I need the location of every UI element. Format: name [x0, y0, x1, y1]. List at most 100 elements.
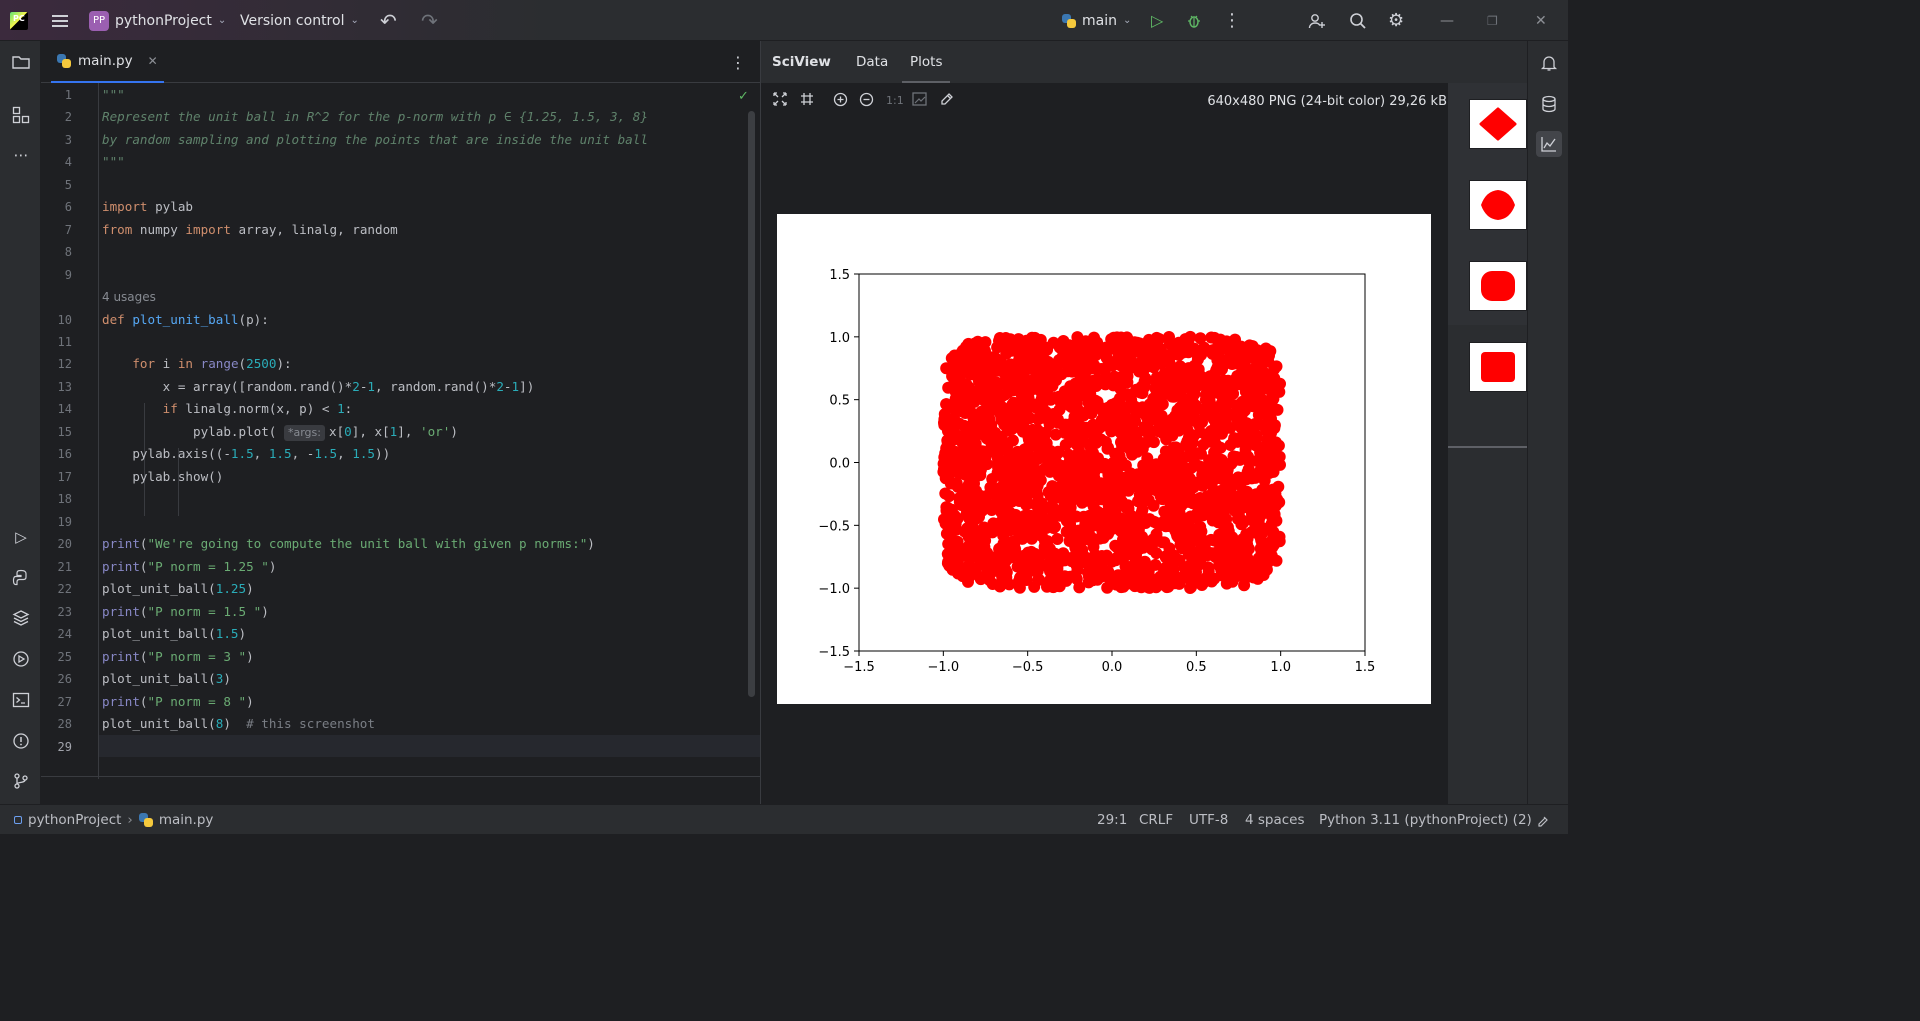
scatter-point: [1203, 370, 1216, 383]
python-console-icon[interactable]: [10, 567, 32, 589]
tab-main-py[interactable]: main.py ✕: [51, 41, 164, 83]
code-line-2: Represent the unit ball in R^2 for the p…: [102, 109, 648, 124]
window-minimize-icon[interactable]: —: [1440, 12, 1454, 29]
chevron-right-icon: ›: [127, 812, 133, 828]
line-number: 25: [57, 650, 72, 664]
no-problems-check-icon[interactable]: ✓: [738, 89, 749, 104]
scatter-point: [1011, 560, 1024, 573]
scatter-point: [1041, 391, 1054, 404]
y-tick-label: −0.5: [818, 519, 850, 534]
scatter-point: [1093, 344, 1106, 357]
scatter-point: [1193, 419, 1206, 432]
code-area[interactable]: """ Represent the unit ball in R^2 for t…: [102, 83, 742, 779]
scatter-point: [1159, 453, 1172, 466]
git-icon[interactable]: [10, 770, 32, 792]
settings-gear-icon[interactable]: ⚙: [1388, 10, 1405, 31]
scatter-point: [1015, 532, 1028, 545]
run-icon[interactable]: ▷: [1151, 11, 1164, 30]
line-separator[interactable]: CRLF: [1139, 812, 1174, 828]
problems-icon[interactable]: [10, 730, 32, 752]
undo-icon[interactable]: ↶: [380, 8, 397, 33]
indent-setting[interactable]: 4 spaces: [1245, 812, 1305, 828]
scatter-point: [1020, 334, 1033, 347]
python-interpreter[interactable]: Python 3.11 (pythonProject) (2): [1319, 812, 1532, 828]
structure-icon[interactable]: [10, 104, 32, 126]
scatter-point: [1085, 407, 1098, 420]
more-actions-icon[interactable]: ⋮: [1223, 10, 1241, 31]
scatter-point: [1187, 343, 1200, 356]
terminal-icon[interactable]: [10, 689, 32, 711]
close-tab-icon[interactable]: ✕: [147, 54, 158, 68]
fit-to-window-icon[interactable]: [773, 92, 787, 110]
indent-guide: [178, 448, 179, 516]
scatter-point: [1022, 546, 1035, 559]
run-tool-icon[interactable]: ▷: [15, 528, 27, 546]
sciview-icon[interactable]: [1536, 131, 1562, 157]
scatter-point: [1065, 363, 1078, 376]
scatter-point: [1236, 533, 1249, 545]
plot-thumbnail-3[interactable]: [1469, 261, 1527, 311]
scatter-point: [1082, 524, 1095, 537]
scatter-point: [1172, 507, 1185, 520]
window-restore-icon[interactable]: ❐: [1487, 13, 1498, 28]
line-number: 26: [57, 672, 72, 686]
search-icon[interactable]: [1349, 0, 1367, 41]
scatter-point: [1124, 467, 1137, 480]
scatter-point: [1222, 491, 1235, 504]
scatter-point: [1156, 536, 1169, 549]
zoom-in-icon[interactable]: [833, 92, 848, 111]
line-number: 27: [57, 695, 72, 709]
tab-plots[interactable]: Plots: [902, 41, 951, 83]
project-folder-icon[interactable]: [10, 51, 32, 73]
scatter-point: [995, 547, 1008, 560]
color-picker-icon[interactable]: [939, 92, 954, 111]
scatter-point: [1161, 512, 1174, 525]
python-packages-icon[interactable]: [10, 607, 32, 629]
scatter-point: [1101, 442, 1114, 455]
current-line-highlight: [99, 735, 760, 757]
scatter-point: [1021, 345, 1034, 358]
redo-icon[interactable]: ↷: [421, 8, 438, 33]
editor-scrollbar[interactable]: [748, 111, 755, 697]
scatter-point: [1262, 374, 1275, 387]
project-widget[interactable]: PP pythonProject ⌄: [89, 0, 226, 41]
scatter-point: [1147, 533, 1160, 546]
notifications-bell-icon[interactable]: [1536, 50, 1562, 76]
usages-hint[interactable]: 4 usages: [102, 290, 156, 304]
scatter-point: [971, 346, 983, 359]
more-tools-icon[interactable]: ⋯: [13, 146, 29, 164]
zoom-out-icon[interactable]: [859, 92, 874, 111]
run-config-selector[interactable]: main ⌄: [1062, 0, 1131, 41]
file-encoding[interactable]: UTF-8: [1189, 812, 1229, 828]
caret-position[interactable]: 29:1: [1097, 812, 1128, 828]
plot-thumbnail-2[interactable]: [1469, 180, 1527, 230]
vcs-widget[interactable]: Version control ⌄: [240, 0, 359, 41]
line-number: 3: [64, 133, 72, 147]
scatter-point: [1003, 578, 1016, 591]
code-line-13: x = array([random.rand()*2-1, random.ran…: [102, 379, 535, 394]
scatter-point: [1172, 499, 1185, 511]
add-user-icon[interactable]: [1308, 0, 1326, 41]
scatter-point: [1030, 437, 1042, 450]
scatter-point: [1233, 419, 1246, 432]
tab-data[interactable]: Data: [856, 54, 889, 70]
breadcrumb-file[interactable]: main.py: [158, 812, 214, 828]
main-menu-icon[interactable]: [50, 0, 70, 41]
actual-size-button[interactable]: 1:1: [886, 94, 904, 107]
tab-options-icon[interactable]: ⋮: [730, 53, 746, 72]
plot-image[interactable]: −1.5 −1.0 −0.5 0.0 0.5 1.0 1.5 −1.5 −1.0 −0.5 0.0…: [777, 214, 1431, 704]
plot-thumbnail-1[interactable]: [1469, 99, 1527, 149]
background-toggle-icon[interactable]: [912, 92, 927, 110]
lock-icon[interactable]: [1536, 805, 1550, 835]
grid-icon[interactable]: [800, 92, 814, 110]
services-icon[interactable]: [10, 648, 32, 670]
debug-icon[interactable]: [1186, 0, 1202, 41]
breadcrumb-project[interactable]: pythonProject: [28, 812, 122, 828]
plot-thumbnail-4[interactable]: [1469, 342, 1527, 392]
database-icon[interactable]: [1536, 91, 1562, 117]
scatter-point: [1075, 458, 1088, 471]
window-close-icon[interactable]: ✕: [1535, 12, 1547, 29]
line-number: 7: [64, 223, 72, 237]
scatter-point: [1016, 406, 1029, 419]
scatter-point: [1014, 518, 1027, 531]
